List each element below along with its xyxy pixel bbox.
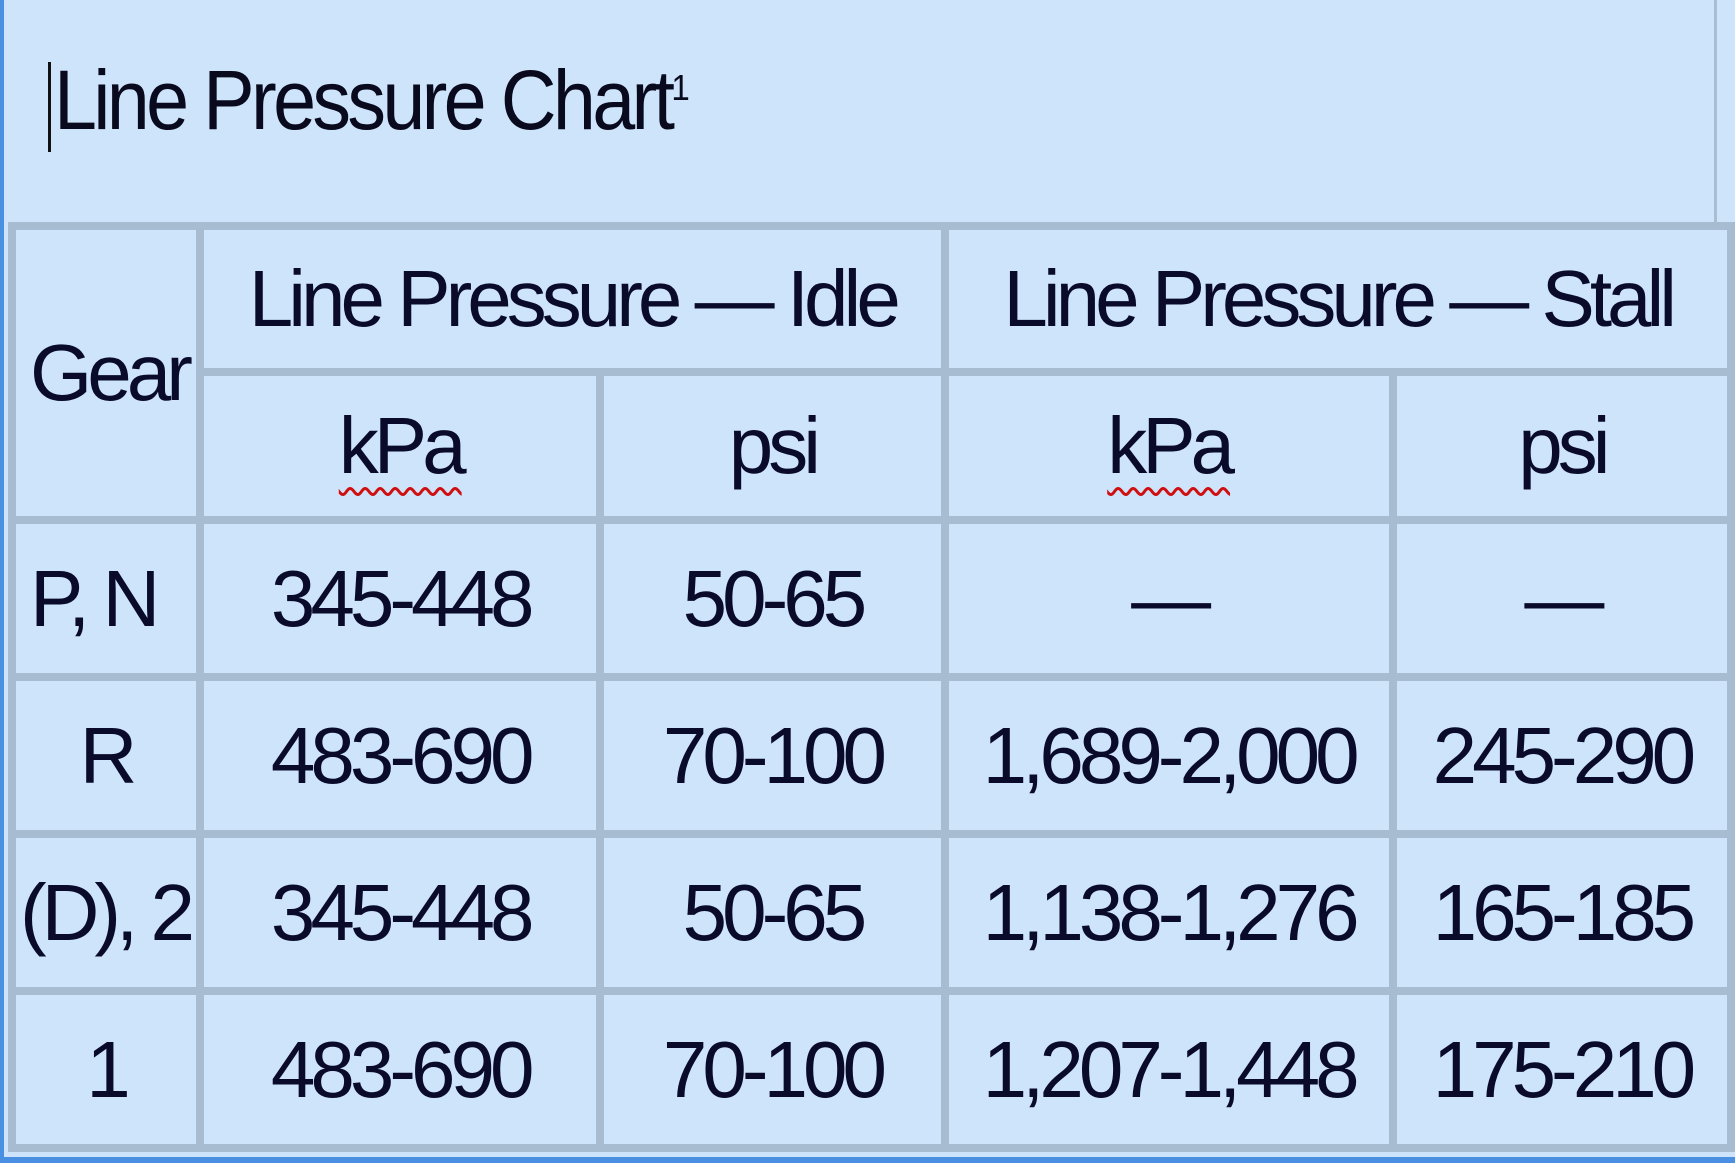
text-caret xyxy=(48,62,51,152)
stall-kpa-cell[interactable]: 1,138-1,276 xyxy=(948,838,1389,987)
idle-kpa-cell[interactable]: 345-448 xyxy=(204,524,597,673)
stall-psi-cell[interactable]: — xyxy=(1396,524,1727,673)
title-cell[interactable]: Line Pressure Chart1 xyxy=(28,0,1717,222)
footnote-marker: 1 xyxy=(671,67,690,108)
idle-kpa-cell[interactable]: 483-690 xyxy=(204,995,597,1144)
idle-group-header[interactable]: Line Pressure — Idle xyxy=(204,230,941,368)
title-text: Line Pressure Chart xyxy=(54,53,675,147)
gear-cell[interactable]: P, N xyxy=(16,524,197,673)
gear-cell[interactable]: R xyxy=(16,681,197,830)
idle-psi-cell[interactable]: 50-65 xyxy=(604,524,941,673)
stall-kpa-cell[interactable]: 1,689-2,000 xyxy=(948,681,1389,830)
line-pressure-table: Gear Line Pressure — Idle Line Pressure … xyxy=(8,222,1735,1152)
idle-psi-cell[interactable]: 70-100 xyxy=(604,681,941,830)
idle-kpa-header[interactable]: kPa xyxy=(204,376,597,516)
table-row: P, N 345-448 50-65 — — xyxy=(16,524,1727,673)
idle-psi-cell[interactable]: 50-65 xyxy=(604,838,941,987)
stall-psi-cell[interactable]: 165-185 xyxy=(1396,838,1727,987)
unit-label: kPa xyxy=(1107,401,1235,490)
gear-cell[interactable]: 1 xyxy=(16,995,197,1144)
idle-psi-cell[interactable]: 70-100 xyxy=(604,995,941,1144)
stall-psi-header[interactable]: psi xyxy=(1396,376,1727,516)
stall-kpa-cell[interactable]: — xyxy=(948,524,1389,673)
gear-cell[interactable]: (D), 2 xyxy=(16,838,197,987)
table-row: R 483-690 70-100 1,689-2,000 245-290 xyxy=(16,681,1727,830)
stall-kpa-cell[interactable]: 1,207-1,448 xyxy=(948,995,1389,1144)
table-row: 1 483-690 70-100 1,207-1,448 175-210 xyxy=(16,995,1727,1144)
idle-kpa-cell[interactable]: 483-690 xyxy=(204,681,597,830)
table-row: (D), 2 345-448 50-65 1,138-1,276 165-185 xyxy=(16,838,1727,987)
stall-psi-cell[interactable]: 175-210 xyxy=(1396,995,1727,1144)
idle-kpa-cell[interactable]: 345-448 xyxy=(204,838,597,987)
idle-psi-header[interactable]: psi xyxy=(604,376,941,516)
unit-label: kPa xyxy=(338,401,467,490)
stall-psi-cell[interactable]: 245-290 xyxy=(1396,681,1727,830)
stall-kpa-header[interactable]: kPa xyxy=(948,376,1389,516)
gear-header[interactable]: Gear xyxy=(16,230,197,516)
table-title: Line Pressure Chart1 xyxy=(54,52,690,149)
stall-group-header[interactable]: Line Pressure — Stall xyxy=(948,230,1727,368)
